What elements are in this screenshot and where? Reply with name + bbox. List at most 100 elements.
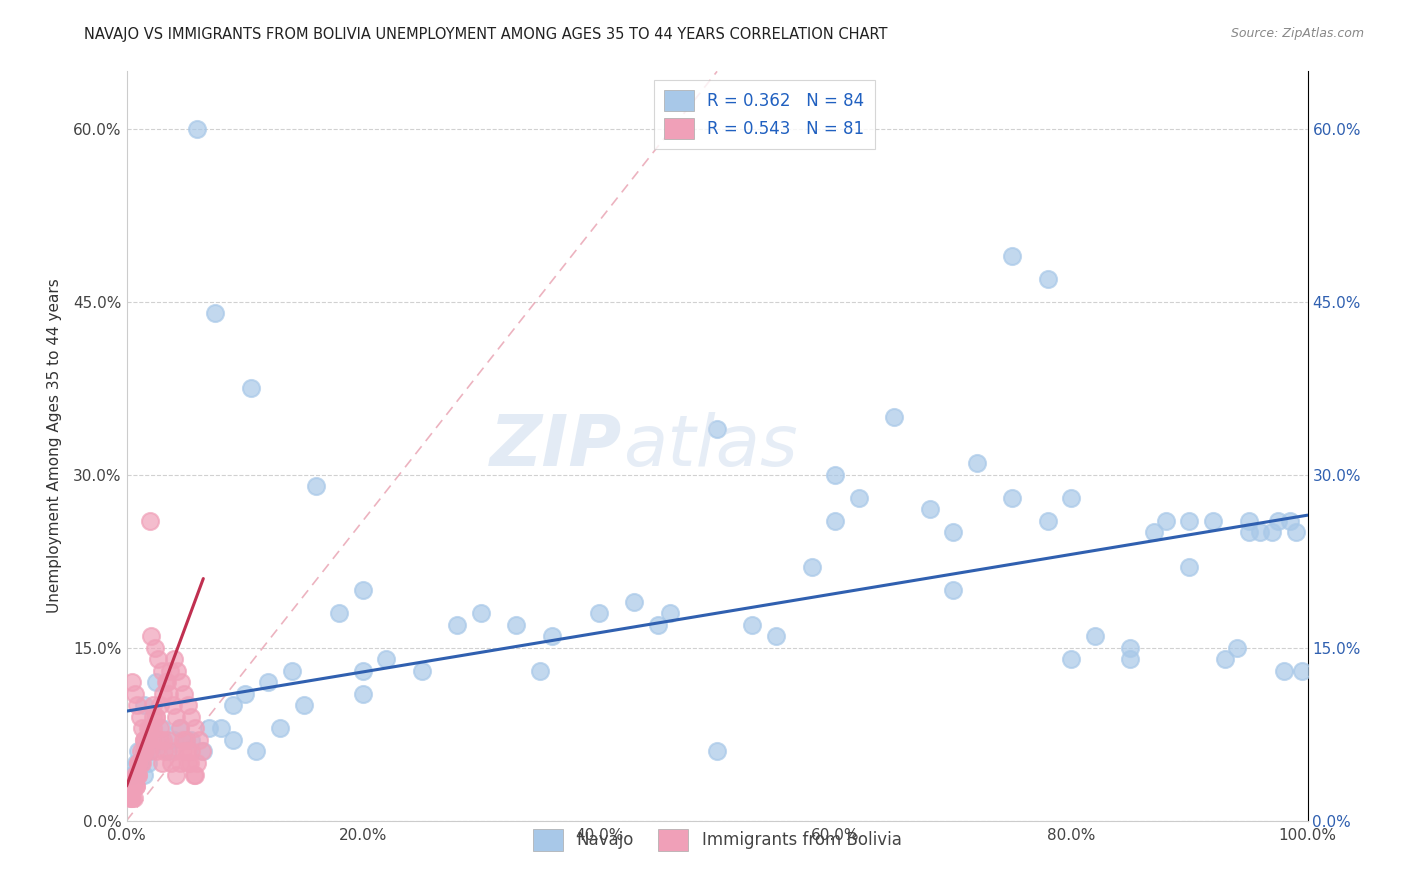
Point (150, 722, 173, 736)
Point (169, 756, 191, 770)
Point (159, 664, 181, 678)
Point (529, 664, 551, 678)
Point (150, 664, 173, 678)
Point (156, 675, 179, 690)
Point (157, 687, 180, 701)
Point (292, 698, 315, 713)
Point (304, 479, 326, 493)
Point (1036, 514, 1059, 528)
Point (138, 733, 160, 747)
Point (1237, 514, 1260, 528)
Point (1001, 249, 1024, 263)
Y-axis label: Unemployment Among Ages 35 to 44 years: Unemployment Among Ages 35 to 44 years (46, 278, 62, 614)
Point (139, 514, 162, 528)
Point (145, 710, 167, 724)
Point (204, 306, 226, 320)
Point (352, 664, 374, 678)
Point (125, 756, 148, 770)
Point (1060, 491, 1083, 505)
Point (706, 422, 728, 436)
Point (176, 744, 198, 758)
Point (239, 381, 262, 395)
Point (152, 687, 174, 701)
Point (162, 698, 184, 713)
Point (184, 722, 207, 736)
Point (1143, 525, 1166, 540)
Point (134, 733, 156, 747)
Point (124, 767, 146, 781)
Point (269, 722, 291, 736)
Point (191, 744, 214, 758)
Point (145, 675, 167, 690)
Point (180, 744, 202, 758)
Point (942, 525, 965, 540)
Text: NAVAJO VS IMMIGRANTS FROM BOLIVIA UNEMPLOYMENT AMONG AGES 35 TO 44 YEARS CORRELA: NAVAJO VS IMMIGRANTS FROM BOLIVIA UNEMPL… (84, 27, 887, 42)
Point (134, 744, 156, 758)
Point (139, 722, 162, 736)
Point (141, 710, 163, 724)
Point (1119, 652, 1142, 666)
Point (222, 733, 245, 747)
Point (177, 698, 200, 713)
Point (1267, 514, 1289, 528)
Point (141, 629, 163, 643)
Point (1285, 525, 1308, 540)
Point (160, 756, 183, 770)
Point (143, 640, 166, 655)
Point (134, 744, 156, 758)
Point (1178, 560, 1201, 574)
Point (588, 606, 610, 620)
Point (257, 675, 280, 690)
Point (121, 767, 143, 781)
Point (163, 744, 186, 758)
Point (1084, 629, 1107, 643)
Point (1272, 664, 1295, 678)
Point (150, 756, 173, 770)
Point (149, 698, 172, 713)
Point (1278, 514, 1301, 528)
Point (125, 779, 148, 793)
Point (179, 756, 201, 770)
Point (848, 491, 870, 505)
Point (138, 744, 160, 758)
Point (121, 779, 143, 793)
Point (136, 756, 159, 770)
Point (623, 594, 645, 608)
Point (942, 583, 965, 598)
Point (375, 652, 398, 666)
Point (152, 733, 174, 747)
Legend: Navajo, Immigrants from Bolivia: Navajo, Immigrants from Bolivia (526, 822, 908, 857)
Point (187, 733, 209, 747)
Point (134, 767, 156, 781)
Point (209, 722, 232, 736)
Point (824, 514, 846, 528)
Point (883, 410, 905, 425)
Point (131, 756, 153, 770)
Point (156, 733, 179, 747)
Text: ZIP: ZIP (491, 411, 623, 481)
Point (505, 617, 527, 632)
Point (966, 456, 988, 470)
Point (169, 722, 191, 736)
Point (125, 767, 148, 781)
Text: atlas: atlas (623, 411, 797, 481)
Point (165, 767, 187, 781)
Point (129, 756, 152, 770)
Point (1249, 525, 1271, 540)
Point (145, 710, 167, 724)
Point (741, 617, 763, 632)
Point (131, 722, 153, 736)
Point (233, 687, 256, 701)
Point (120, 790, 142, 805)
Point (122, 779, 145, 793)
Point (184, 767, 207, 781)
Point (163, 652, 186, 666)
Point (245, 744, 267, 758)
Point (647, 617, 669, 632)
Point (121, 790, 143, 805)
Point (765, 629, 787, 643)
Text: Source: ZipAtlas.com: Source: ZipAtlas.com (1230, 27, 1364, 40)
Point (141, 698, 163, 713)
Point (136, 722, 159, 736)
Point (121, 675, 143, 690)
